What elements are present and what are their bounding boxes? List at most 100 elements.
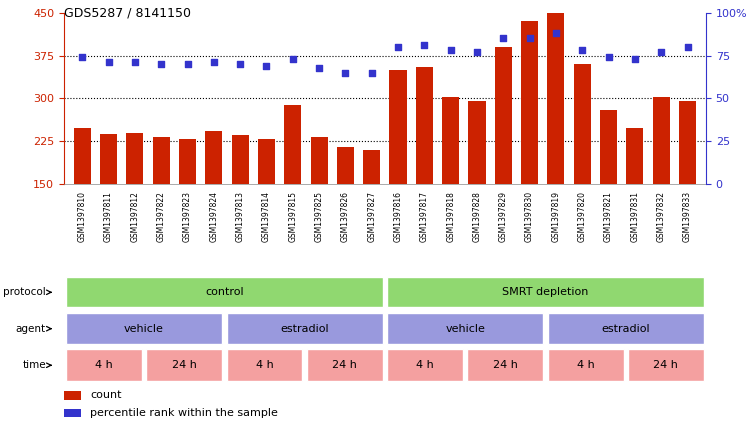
Text: GSM1397829: GSM1397829: [499, 191, 508, 242]
Point: [155, 60, 167, 67]
Point: [523, 35, 535, 42]
Bar: [231, 135, 249, 270]
Bar: [64, 391, 81, 400]
Text: estradiol: estradiol: [602, 324, 650, 334]
Text: GSM1397825: GSM1397825: [315, 191, 324, 242]
Text: GSM1397813: GSM1397813: [236, 191, 245, 242]
Bar: [64, 409, 81, 418]
Text: GSM1397819: GSM1397819: [551, 191, 560, 242]
Point: [681, 44, 693, 50]
Bar: [387, 277, 704, 308]
Point: [103, 59, 115, 66]
Point: [234, 60, 246, 67]
Bar: [337, 147, 354, 270]
Point: [445, 47, 457, 54]
Bar: [363, 150, 380, 270]
Text: SMRT depletion: SMRT depletion: [502, 287, 589, 297]
Text: GSM1397818: GSM1397818: [446, 191, 455, 242]
Bar: [469, 101, 486, 270]
Bar: [258, 140, 275, 270]
Bar: [387, 313, 543, 344]
Text: 4 h: 4 h: [255, 360, 273, 370]
Point: [629, 55, 641, 62]
Text: 24 h: 24 h: [172, 360, 197, 370]
Bar: [442, 97, 459, 270]
Text: GSM1397810: GSM1397810: [78, 191, 87, 242]
Bar: [521, 21, 538, 270]
Point: [576, 47, 588, 54]
Bar: [66, 313, 222, 344]
Text: agent: agent: [16, 324, 46, 334]
Text: time: time: [23, 360, 46, 370]
Text: count: count: [90, 390, 122, 401]
Bar: [126, 133, 143, 270]
Bar: [547, 7, 565, 270]
Point: [287, 55, 299, 62]
Bar: [227, 349, 303, 382]
Text: GSM1397824: GSM1397824: [210, 191, 219, 242]
Point: [655, 49, 667, 55]
Text: GSM1397833: GSM1397833: [683, 191, 692, 242]
Bar: [467, 349, 543, 382]
Bar: [146, 349, 222, 382]
Text: GSM1397832: GSM1397832: [656, 191, 665, 242]
Bar: [205, 132, 222, 270]
Bar: [653, 97, 670, 270]
Point: [366, 69, 378, 76]
Bar: [679, 101, 696, 270]
Text: GSM1397820: GSM1397820: [578, 191, 587, 242]
Bar: [74, 128, 91, 270]
Text: protocol: protocol: [3, 287, 46, 297]
Text: vehicle: vehicle: [445, 324, 485, 334]
Point: [261, 63, 273, 69]
Text: GSM1397812: GSM1397812: [131, 191, 140, 242]
Point: [550, 30, 562, 37]
Point: [208, 59, 220, 66]
Text: GSM1397817: GSM1397817: [420, 191, 429, 242]
Text: GSM1397826: GSM1397826: [341, 191, 350, 242]
Text: GSM1397821: GSM1397821: [604, 191, 613, 242]
Point: [392, 44, 404, 50]
Bar: [66, 277, 383, 308]
Text: percentile rank within the sample: percentile rank within the sample: [90, 408, 278, 418]
Bar: [574, 64, 591, 270]
Point: [602, 54, 614, 60]
Bar: [547, 349, 623, 382]
Text: GSM1397823: GSM1397823: [183, 191, 192, 242]
Text: GSM1397814: GSM1397814: [262, 191, 271, 242]
Text: 24 h: 24 h: [653, 360, 678, 370]
Bar: [311, 137, 327, 270]
Bar: [387, 349, 463, 382]
Bar: [495, 47, 512, 270]
Text: 24 h: 24 h: [333, 360, 357, 370]
Point: [471, 49, 483, 55]
Text: GSM1397815: GSM1397815: [288, 191, 297, 242]
Point: [339, 69, 351, 76]
Bar: [66, 349, 142, 382]
Bar: [628, 349, 704, 382]
Text: control: control: [205, 287, 243, 297]
Bar: [284, 105, 301, 270]
Text: GSM1397822: GSM1397822: [157, 191, 166, 242]
Text: vehicle: vehicle: [124, 324, 164, 334]
Bar: [152, 137, 170, 270]
Bar: [306, 349, 383, 382]
Point: [182, 60, 194, 67]
Text: GSM1397831: GSM1397831: [630, 191, 639, 242]
Text: GSM1397828: GSM1397828: [472, 191, 481, 242]
Point: [497, 35, 509, 42]
Bar: [547, 313, 704, 344]
Text: 4 h: 4 h: [416, 360, 434, 370]
Text: GSM1397811: GSM1397811: [104, 191, 113, 242]
Bar: [227, 313, 383, 344]
Point: [77, 54, 89, 60]
Text: GSM1397830: GSM1397830: [525, 191, 534, 242]
Text: 4 h: 4 h: [577, 360, 595, 370]
Text: GDS5287 / 8141150: GDS5287 / 8141150: [64, 6, 191, 19]
Text: GSM1397816: GSM1397816: [394, 191, 403, 242]
Bar: [600, 110, 617, 270]
Text: 24 h: 24 h: [493, 360, 517, 370]
Bar: [179, 140, 196, 270]
Point: [129, 59, 141, 66]
Bar: [100, 135, 117, 270]
